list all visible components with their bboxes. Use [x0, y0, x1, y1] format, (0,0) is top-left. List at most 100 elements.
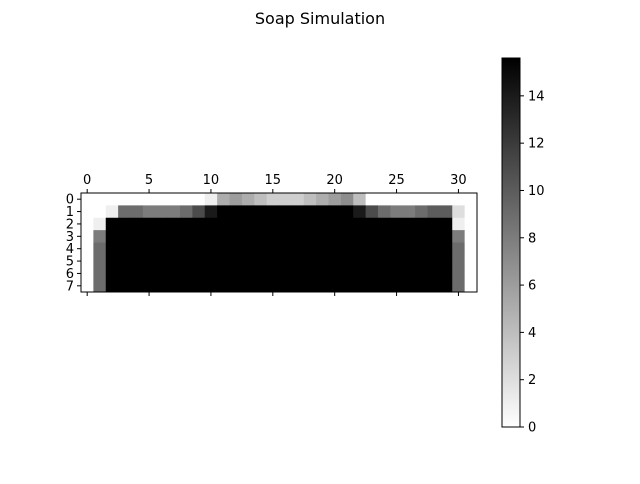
heatmap-cell: [415, 230, 428, 243]
heatmap-cell: [118, 267, 131, 281]
x-tick-label: 30: [450, 173, 467, 188]
x-tick-label: 10: [203, 173, 220, 188]
heatmap-cell: [427, 230, 441, 243]
heatmap-cell: [229, 205, 243, 219]
heatmap-cell: [415, 217, 428, 231]
heatmap-cell: [390, 193, 404, 206]
heatmap-cell: [93, 254, 107, 268]
heatmap-cell: [241, 217, 255, 231]
heatmap-cell: [217, 217, 230, 231]
heatmap-cell: [241, 254, 255, 268]
heatmap-cell: [81, 205, 94, 219]
heatmap-cell: [439, 267, 453, 281]
colorbar-tick-label: 14: [528, 89, 545, 104]
heatmap-cell: [204, 193, 218, 206]
heatmap-cell: [155, 279, 169, 293]
heatmap-cell: [192, 230, 206, 243]
heatmap-cell: [402, 217, 416, 231]
heatmap-cell: [378, 254, 391, 268]
heatmap-cell: [142, 267, 156, 281]
heatmap-cell: [291, 242, 305, 256]
heatmap-cell: [415, 242, 428, 256]
heatmap-cell: [204, 279, 218, 293]
heatmap-cell: [378, 217, 391, 231]
heatmap-cell: [291, 217, 305, 231]
colorbar-gradient: [501, 57, 521, 428]
heatmap-cell: [155, 230, 169, 243]
heatmap-cell: [229, 217, 243, 231]
heatmap-cell: [279, 279, 292, 293]
heatmap-cell: [266, 242, 280, 256]
heatmap-cell: [217, 242, 230, 256]
heatmap-cell: [241, 205, 255, 219]
heatmap-cell: [105, 193, 119, 206]
heatmap-cell: [464, 230, 478, 243]
heatmap-cell: [167, 254, 181, 268]
heatmap-cell: [192, 279, 206, 293]
chart-title: Soap Simulation: [255, 9, 385, 28]
heatmap-cell: [167, 205, 181, 219]
heatmap-cell: [303, 242, 317, 256]
heatmap-cell: [204, 230, 218, 243]
heatmap-cell: [254, 193, 268, 206]
heatmap-cell: [353, 217, 367, 231]
heatmap-cell: [291, 230, 305, 243]
heatmap-cell: [316, 193, 329, 206]
heatmap-cell: [353, 193, 367, 206]
heatmap-cell: [105, 217, 119, 231]
heatmap-cell: [378, 267, 391, 281]
heatmap-cell: [266, 193, 280, 206]
colorbar-tick-label: 8: [528, 231, 536, 246]
heatmap-cell: [328, 230, 342, 243]
heatmap-cell: [390, 205, 404, 219]
heatmap-cell: [167, 279, 181, 293]
heatmap-cell: [390, 217, 404, 231]
heatmap-cell: [180, 193, 193, 206]
heatmap-cell: [142, 242, 156, 256]
heatmap-cell: [340, 254, 354, 268]
heatmap-cell: [415, 193, 428, 206]
colorbar-tick-label: 6: [528, 279, 536, 294]
heatmap-cell: [266, 205, 280, 219]
heatmap-cell: [452, 242, 466, 256]
heatmap-cell: [452, 205, 466, 219]
heatmap-cell: [130, 254, 144, 268]
heatmap-cell: [93, 279, 107, 293]
heatmap-cell: [192, 254, 206, 268]
heatmap-cell: [340, 205, 354, 219]
heatmap-cell: [180, 254, 193, 268]
heatmap-cell: [241, 193, 255, 206]
heatmap-cell: [390, 279, 404, 293]
x-tick-label: 25: [388, 173, 405, 188]
heatmap-cell: [291, 205, 305, 219]
heatmap-cell: [464, 205, 478, 219]
y-tick-label: 1: [66, 205, 74, 220]
heatmap-cell: [291, 279, 305, 293]
heatmap-cell: [229, 279, 243, 293]
heatmap-cell: [365, 217, 379, 231]
heatmap-cell: [142, 230, 156, 243]
heatmap-cell: [415, 279, 428, 293]
heatmap-cell: [192, 242, 206, 256]
heatmap-cell: [303, 279, 317, 293]
heatmap-cell: [229, 193, 243, 206]
heatmap-cell: [328, 193, 342, 206]
x-tick-label: 0: [83, 173, 91, 188]
heatmap-cell: [118, 217, 131, 231]
y-tick-label: 4: [66, 242, 74, 257]
x-tick-label: 5: [145, 173, 153, 188]
heatmap-cell: [192, 205, 206, 219]
heatmap-cell: [279, 267, 292, 281]
heatmap-cell: [130, 267, 144, 281]
heatmap-cell: [402, 279, 416, 293]
heatmap-cell: [378, 205, 391, 219]
heatmap-cell: [217, 205, 230, 219]
heatmap-cell: [427, 217, 441, 231]
colorbar-tick-label: 0: [528, 421, 536, 436]
heatmap-cell: [254, 279, 268, 293]
heatmap-cell: [204, 242, 218, 256]
heatmap-cell: [279, 230, 292, 243]
heatmap-cell: [254, 205, 268, 219]
heatmap-cell: [439, 242, 453, 256]
heatmap-cell: [340, 217, 354, 231]
